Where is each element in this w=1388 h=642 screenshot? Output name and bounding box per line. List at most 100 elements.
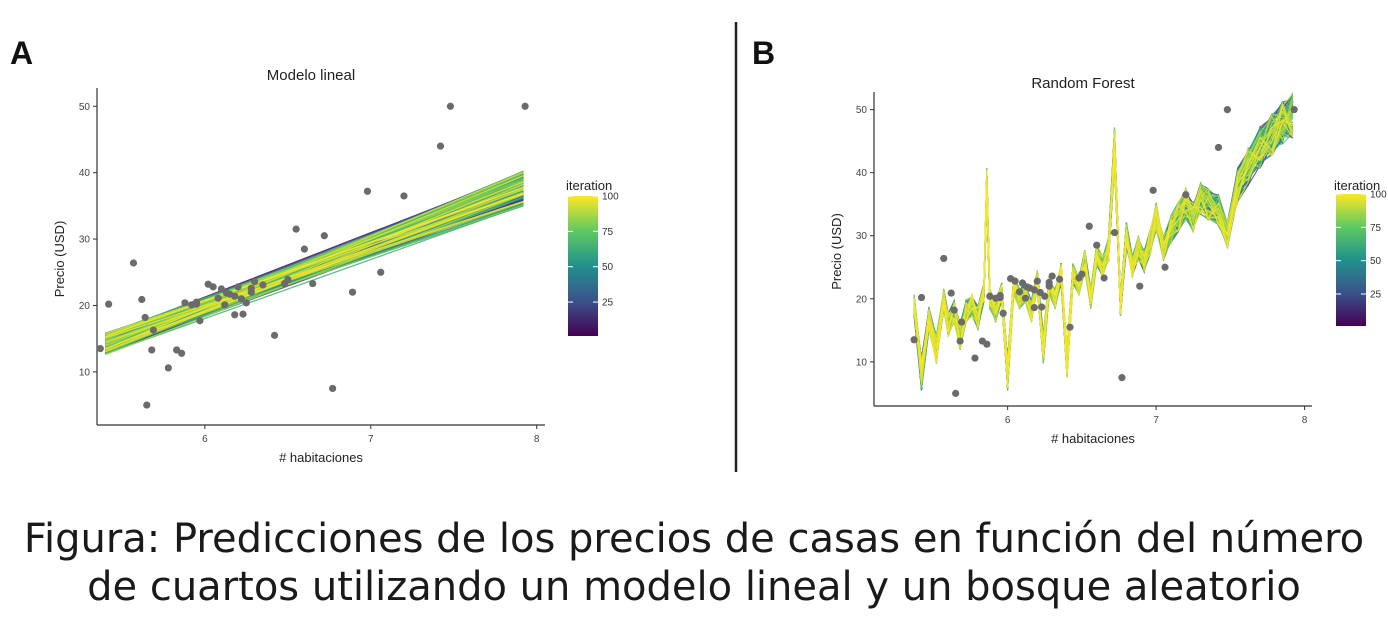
y-tick-label: 30 [79, 235, 91, 246]
rf-line-iteration-40 [913, 105, 1294, 369]
prediction-lines [913, 92, 1294, 391]
x-tick-label: 8 [1302, 415, 1308, 426]
figure-caption: Figura: Predicciones de los precios de c… [0, 515, 1388, 611]
rf-line-iteration-3 [913, 98, 1293, 388]
rf-line-iteration-26 [913, 100, 1294, 377]
data-point [1182, 191, 1190, 199]
rf-line-iteration-22 [913, 101, 1294, 374]
rf-line-iteration-59 [913, 128, 1293, 373]
data-point [96, 345, 104, 353]
data-point [138, 295, 146, 304]
rf-line-iteration-88 [913, 99, 1294, 375]
chart-random-forest: Random Forest 6 7 8 10 20 30 40 50 # habitaciones… [829, 75, 1387, 446]
data-point [320, 232, 328, 240]
data-point [446, 102, 455, 110]
rf-line-iteration-14 [913, 95, 1294, 372]
rf-line-iteration-55 [913, 111, 1294, 378]
rf-line-iteration-30 [913, 107, 1293, 373]
data-point [141, 313, 149, 322]
data-point [105, 300, 113, 308]
rf-line-iteration-90 [913, 107, 1294, 377]
rf-line-iteration-95 [913, 107, 1294, 374]
chart-linear-model: Modelo lineal 6 7 8 10 20 30 40 50 # habitaciones… [52, 67, 619, 465]
data-point [986, 292, 994, 300]
rf-line-iteration-84 [913, 103, 1294, 376]
rf-line-iteration-7 [913, 101, 1294, 367]
y-tick-label: 50 [79, 102, 91, 113]
data-point [999, 309, 1007, 317]
x-tick-label: 7 [1153, 415, 1159, 426]
rf-line-iteration-45 [913, 95, 1294, 389]
fit-line-iteration-86 [105, 194, 524, 356]
data-point [1021, 294, 1030, 302]
data-point [348, 288, 357, 296]
rf-line-iteration-74 [913, 114, 1294, 375]
rf-line-iteration-50 [913, 106, 1294, 387]
rf-line-iteration-66 [913, 100, 1294, 382]
rf-line-iteration-21 [913, 101, 1294, 370]
fit-line-iteration-99 [105, 192, 524, 349]
data-point [192, 300, 201, 308]
y-axis-label: Precio (USD) [52, 221, 67, 298]
data-point [284, 275, 292, 284]
colorbar-tick-label: 50 [602, 262, 614, 273]
rf-line-iteration-56 [913, 103, 1294, 388]
data-point [1078, 270, 1086, 278]
rf-line-iteration-97 [913, 118, 1294, 385]
rf-line-iteration-99 [913, 120, 1293, 387]
data-point [242, 299, 250, 307]
data-point [521, 102, 529, 110]
data-point [164, 364, 172, 372]
rf-line-iteration-86 [913, 112, 1293, 369]
rf-line-iteration-87 [913, 96, 1294, 387]
data-point [1015, 288, 1024, 296]
rf-line-iteration-18 [913, 100, 1294, 387]
rf-line-iteration-89 [913, 128, 1293, 377]
data-point [251, 277, 259, 286]
rf-line-iteration-4 [913, 108, 1294, 391]
rf-line-iteration-51 [913, 103, 1294, 385]
data-point [917, 293, 926, 302]
caption-line-1: Figura: Predicciones de los precios de c… [23, 516, 1365, 562]
data-point [181, 299, 189, 307]
chart-title: Random Forest [1031, 75, 1135, 92]
colorbar-tick-label: 50 [1370, 256, 1382, 267]
fit-line-iteration-98 [105, 200, 524, 339]
rf-line-iteration-98 [913, 104, 1294, 378]
rf-line-iteration-41 [913, 102, 1294, 382]
rf-line-iteration-70 [913, 95, 1294, 377]
data-point [1030, 304, 1038, 312]
rf-line-iteration-52 [913, 107, 1294, 389]
fit-line-iteration-93 [105, 193, 524, 335]
data-point [1045, 278, 1053, 286]
y-tick-label: 20 [79, 301, 91, 312]
data-point [247, 284, 255, 292]
data-point [1110, 228, 1119, 237]
rf-line-iteration-36 [913, 96, 1294, 388]
rf-line-iteration-72 [913, 99, 1294, 370]
fit-line-iteration-100 [105, 187, 524, 338]
colorbar [1336, 194, 1366, 326]
data-point [1055, 275, 1064, 283]
y-tick-label: 10 [856, 357, 868, 368]
y-tick-label: 50 [856, 105, 868, 116]
data-point [178, 349, 186, 357]
rf-line-iteration-78 [913, 113, 1294, 386]
x-tick-label: 8 [534, 434, 540, 445]
prediction-lines [105, 170, 524, 356]
data-point [1093, 241, 1101, 249]
data-point [1085, 222, 1093, 230]
data-point [947, 289, 955, 297]
data-point [950, 306, 958, 314]
data-point [196, 317, 204, 325]
rf-line-iteration-16 [913, 107, 1294, 382]
rf-line-iteration-19 [913, 104, 1294, 378]
data-point [300, 245, 309, 253]
rf-line-iteration-20 [913, 102, 1293, 389]
rf-line-iteration-24 [913, 121, 1293, 372]
data-point [1066, 323, 1074, 331]
colorbar-tick-label: 75 [602, 227, 614, 238]
data-point [149, 326, 158, 334]
rf-line-iteration-32 [913, 102, 1294, 381]
data-point [971, 354, 979, 362]
